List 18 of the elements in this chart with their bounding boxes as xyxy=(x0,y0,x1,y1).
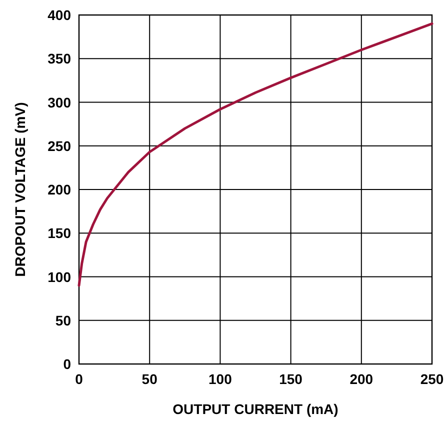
y-tick-label: 200 xyxy=(48,182,72,198)
line-series xyxy=(78,22,434,287)
y-tick-label: 400 xyxy=(48,7,72,23)
x-axis-title: OUTPUT CURRENT (mA) xyxy=(172,401,338,417)
x-tick-label: 100 xyxy=(208,371,232,387)
y-tick-label: 0 xyxy=(63,356,72,372)
x-tick-label: 200 xyxy=(350,371,374,387)
x-tick-label: 150 xyxy=(279,371,303,387)
x-tick-label: 250 xyxy=(420,371,444,387)
y-tick-label: 50 xyxy=(55,312,72,328)
x-tick-label: 0 xyxy=(75,371,84,387)
y-tick-label: 300 xyxy=(48,94,72,110)
y-tick-label: 350 xyxy=(48,50,72,67)
x-tick-label: 50 xyxy=(142,371,158,387)
y-tick-label: 250 xyxy=(48,138,72,154)
y-tick-label: 150 xyxy=(48,225,72,242)
y-tick-label: 100 xyxy=(48,268,72,285)
y-axis-title: DROPOUT VOLTAGE (mV) xyxy=(12,102,28,277)
